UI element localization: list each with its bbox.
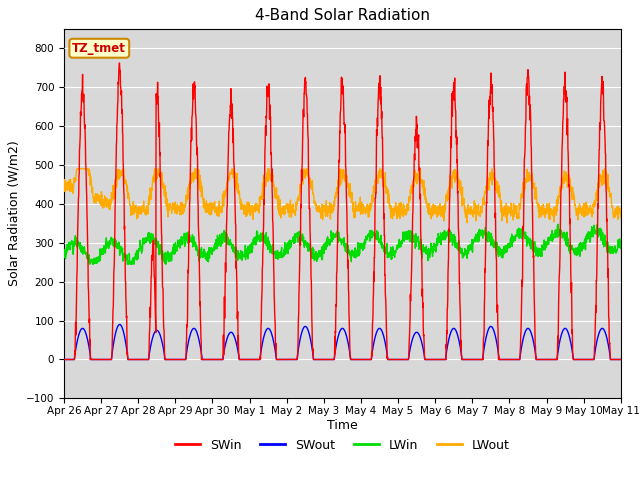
Y-axis label: Solar Radiation (W/m2): Solar Radiation (W/m2) [7, 141, 20, 287]
X-axis label: Time: Time [327, 419, 358, 432]
Title: 4-Band Solar Radiation: 4-Band Solar Radiation [255, 9, 430, 24]
Text: TZ_tmet: TZ_tmet [72, 42, 126, 55]
Legend: SWin, SWout, LWin, LWout: SWin, SWout, LWin, LWout [170, 434, 515, 457]
